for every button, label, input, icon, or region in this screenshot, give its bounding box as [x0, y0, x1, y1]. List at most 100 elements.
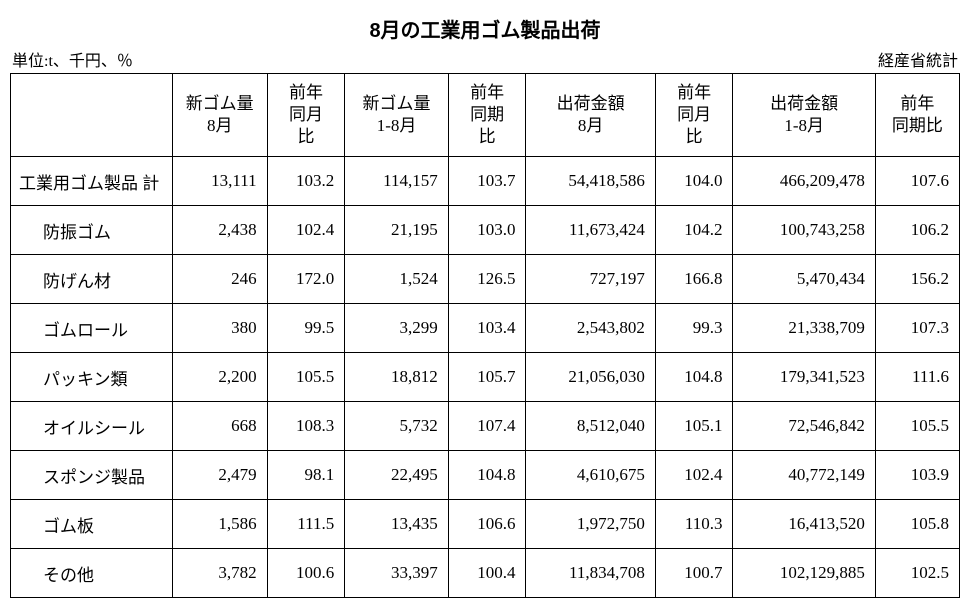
- cell-value: 103.7: [448, 157, 526, 206]
- table-row: オイルシール668108.35,732107.48,512,040105.172…: [11, 402, 960, 451]
- cell-value: 21,195: [345, 206, 449, 255]
- cell-value: 8,512,040: [526, 402, 655, 451]
- cell-value: 2,438: [172, 206, 267, 255]
- cell-value: 106.6: [448, 500, 526, 549]
- table-header-row: 新ゴム量8月 前年同月比 新ゴム量1-8月 前年同期比 出荷金額8月 前年同月比…: [11, 74, 960, 157]
- col-header: 前年同月比: [655, 74, 733, 157]
- table-row: パッキン類2,200105.518,812105.721,056,030104.…: [11, 353, 960, 402]
- row-label: 防振ゴム: [11, 206, 173, 255]
- cell-value: 103.9: [875, 451, 959, 500]
- cell-value: 3,299: [345, 304, 449, 353]
- cell-value: 246: [172, 255, 267, 304]
- cell-value: 11,673,424: [526, 206, 655, 255]
- col-header: [11, 74, 173, 157]
- col-header: 前年同期比: [448, 74, 526, 157]
- unit-text: 単位:t、千円、％: [12, 47, 133, 71]
- cell-value: 110.3: [655, 500, 733, 549]
- cell-value: 107.4: [448, 402, 526, 451]
- cell-value: 103.0: [448, 206, 526, 255]
- cell-value: 100.7: [655, 549, 733, 598]
- cell-value: 105.5: [875, 402, 959, 451]
- cell-value: 3,782: [172, 549, 267, 598]
- cell-value: 107.6: [875, 157, 959, 206]
- cell-value: 2,543,802: [526, 304, 655, 353]
- cell-value: 106.2: [875, 206, 959, 255]
- cell-value: 4,610,675: [526, 451, 655, 500]
- cell-value: 104.0: [655, 157, 733, 206]
- cell-value: 166.8: [655, 255, 733, 304]
- cell-value: 104.8: [448, 451, 526, 500]
- cell-value: 16,413,520: [733, 500, 875, 549]
- cell-value: 107.3: [875, 304, 959, 353]
- cell-value: 108.3: [267, 402, 345, 451]
- cell-value: 179,341,523: [733, 353, 875, 402]
- table-row: 防振ゴム2,438102.421,195103.011,673,424104.2…: [11, 206, 960, 255]
- cell-value: 100,743,258: [733, 206, 875, 255]
- cell-value: 2,479: [172, 451, 267, 500]
- row-label: スポンジ製品: [11, 451, 173, 500]
- page-title: 8月の工業用ゴム製品出荷: [10, 14, 960, 43]
- row-label: パッキン類: [11, 353, 173, 402]
- table-row: ゴム板1,586111.513,435106.61,972,750110.316…: [11, 500, 960, 549]
- row-label: オイルシール: [11, 402, 173, 451]
- cell-value: 21,338,709: [733, 304, 875, 353]
- cell-value: 104.2: [655, 206, 733, 255]
- meta-row: 単位:t、千円、％ 経産省統計: [12, 47, 958, 71]
- cell-value: 668: [172, 402, 267, 451]
- data-table: 新ゴム量8月 前年同月比 新ゴム量1-8月 前年同期比 出荷金額8月 前年同月比…: [10, 73, 960, 598]
- cell-value: 21,056,030: [526, 353, 655, 402]
- row-label: ゴム板: [11, 500, 173, 549]
- cell-value: 156.2: [875, 255, 959, 304]
- row-label: その他: [11, 549, 173, 598]
- cell-value: 11,834,708: [526, 549, 655, 598]
- cell-value: 2,200: [172, 353, 267, 402]
- source-text: 経産省統計: [878, 47, 958, 71]
- table-body: 工業用ゴム製品 計13,111103.2114,157103.754,418,5…: [11, 157, 960, 598]
- cell-value: 40,772,149: [733, 451, 875, 500]
- cell-value: 100.6: [267, 549, 345, 598]
- cell-value: 1,972,750: [526, 500, 655, 549]
- cell-value: 105.7: [448, 353, 526, 402]
- row-label: ゴムロール: [11, 304, 173, 353]
- col-header: 出荷金額1-8月: [733, 74, 875, 157]
- cell-value: 13,435: [345, 500, 449, 549]
- cell-value: 727,197: [526, 255, 655, 304]
- table-row: ゴムロール38099.53,299103.42,543,80299.321,33…: [11, 304, 960, 353]
- cell-value: 99.5: [267, 304, 345, 353]
- row-label: 防げん材: [11, 255, 173, 304]
- cell-value: 102.4: [655, 451, 733, 500]
- cell-value: 100.4: [448, 549, 526, 598]
- cell-value: 54,418,586: [526, 157, 655, 206]
- cell-value: 22,495: [345, 451, 449, 500]
- col-header: 前年同月比: [267, 74, 345, 157]
- cell-value: 104.8: [655, 353, 733, 402]
- col-header: 新ゴム量8月: [172, 74, 267, 157]
- cell-value: 98.1: [267, 451, 345, 500]
- cell-value: 13,111: [172, 157, 267, 206]
- col-header: 前年同期比: [875, 74, 959, 157]
- table-row: その他3,782100.633,397100.411,834,708100.71…: [11, 549, 960, 598]
- cell-value: 102,129,885: [733, 549, 875, 598]
- table-row: 防げん材246172.01,524126.5727,197166.85,470,…: [11, 255, 960, 304]
- cell-value: 105.8: [875, 500, 959, 549]
- cell-value: 172.0: [267, 255, 345, 304]
- cell-value: 5,470,434: [733, 255, 875, 304]
- cell-value: 103.4: [448, 304, 526, 353]
- cell-value: 103.2: [267, 157, 345, 206]
- cell-value: 111.6: [875, 353, 959, 402]
- cell-value: 102.5: [875, 549, 959, 598]
- cell-value: 380: [172, 304, 267, 353]
- cell-value: 102.4: [267, 206, 345, 255]
- col-header: 出荷金額8月: [526, 74, 655, 157]
- cell-value: 114,157: [345, 157, 449, 206]
- cell-value: 105.5: [267, 353, 345, 402]
- cell-value: 105.1: [655, 402, 733, 451]
- cell-value: 5,732: [345, 402, 449, 451]
- table-row: 工業用ゴム製品 計13,111103.2114,157103.754,418,5…: [11, 157, 960, 206]
- col-header: 新ゴム量1-8月: [345, 74, 449, 157]
- cell-value: 72,546,842: [733, 402, 875, 451]
- cell-value: 33,397: [345, 549, 449, 598]
- row-label: 工業用ゴム製品 計: [11, 157, 173, 206]
- cell-value: 111.5: [267, 500, 345, 549]
- cell-value: 126.5: [448, 255, 526, 304]
